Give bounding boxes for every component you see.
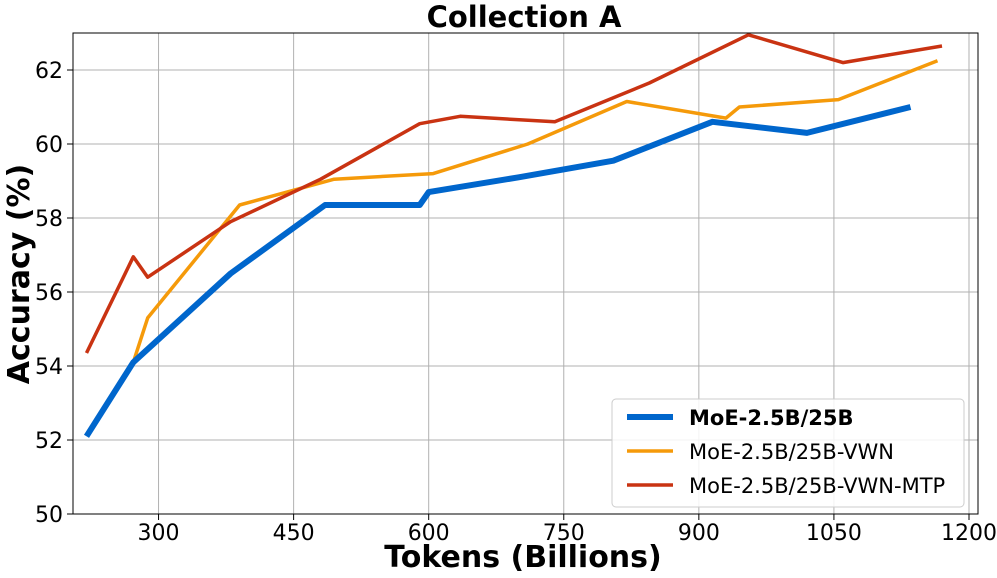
y-axis-title: Accuracy (%) <box>2 164 37 384</box>
x-tick-label: 450 <box>273 521 315 546</box>
series-line-2 <box>84 33 943 354</box>
x-tick-label: 300 <box>138 521 180 546</box>
y-tick-label: 56 <box>35 281 63 306</box>
x-tick-label: 1050 <box>806 521 862 546</box>
legend-box <box>611 398 965 508</box>
y-tick-label: 54 <box>35 355 63 380</box>
chart-title: Collection A <box>427 0 622 34</box>
plot-frame <box>72 32 979 515</box>
series-line-1 <box>131 59 939 363</box>
y-tick-label: 60 <box>35 133 63 158</box>
series-line-0 <box>83 104 912 438</box>
x-tick-label: 900 <box>678 521 720 546</box>
y-tick-label: 50 <box>35 503 63 528</box>
legend: MoE-2.5B/25B MoE-2.5B/25B-VWN MoE-2.5B/25B… <box>611 398 965 508</box>
ticks: 300 450 600 750 900 1050 1200 50 52 54 56 58 60 62 <box>35 59 997 546</box>
legend-label-1: MoE-2.5B/25B-VWN <box>689 440 894 464</box>
x-axis-title: Tokens (Billions) <box>384 540 662 575</box>
x-tick-label: 600 <box>408 521 450 546</box>
legend-label-0: MoE-2.5B/25B <box>689 406 854 430</box>
x-tick-label: 1200 <box>941 521 997 546</box>
y-tick-label: 58 <box>35 207 63 232</box>
legend-label-2: MoE-2.5B/25B-VWN-MTP <box>689 474 945 498</box>
y-tick-label: 62 <box>35 59 63 84</box>
y-tick-label: 52 <box>35 429 63 454</box>
x-tick-label: 750 <box>543 521 585 546</box>
series-lines <box>83 33 943 438</box>
